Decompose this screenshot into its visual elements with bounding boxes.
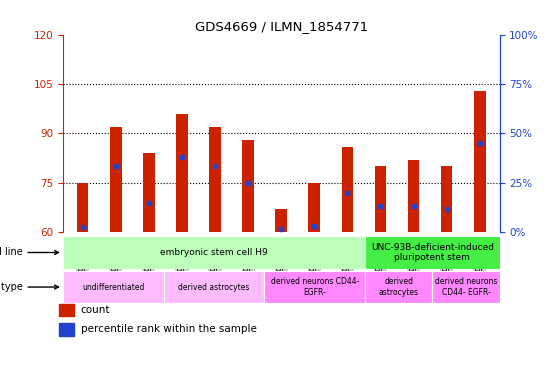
- Bar: [441, 166, 453, 232]
- Bar: [264, 271, 365, 303]
- Text: count: count: [81, 305, 110, 315]
- Bar: [63, 271, 164, 303]
- Text: derived neurons
CD44- EGFR-: derived neurons CD44- EGFR-: [435, 277, 497, 297]
- Text: percentile rank within the sample: percentile rank within the sample: [81, 324, 257, 334]
- Bar: [342, 147, 353, 232]
- Text: derived
astrocytes: derived astrocytes: [379, 277, 419, 297]
- Bar: [375, 166, 386, 232]
- Bar: [59, 304, 74, 316]
- Bar: [176, 114, 188, 232]
- Bar: [275, 209, 287, 232]
- Bar: [474, 91, 485, 232]
- Bar: [63, 236, 365, 269]
- Bar: [164, 271, 264, 303]
- Bar: [59, 323, 74, 336]
- Text: undifferentiated: undifferentiated: [82, 283, 144, 291]
- Bar: [77, 183, 88, 232]
- Bar: [308, 183, 320, 232]
- Text: embryonic stem cell H9: embryonic stem cell H9: [160, 248, 268, 257]
- Text: cell line: cell line: [0, 247, 58, 258]
- Bar: [242, 140, 254, 232]
- Bar: [365, 271, 432, 303]
- Title: GDS4669 / ILMN_1854771: GDS4669 / ILMN_1854771: [194, 20, 368, 33]
- Text: derived astrocytes: derived astrocytes: [179, 283, 250, 291]
- Bar: [110, 127, 122, 232]
- Bar: [365, 236, 500, 269]
- Bar: [408, 160, 419, 232]
- Text: derived neurons CD44-
EGFR-: derived neurons CD44- EGFR-: [271, 277, 359, 297]
- Bar: [209, 127, 221, 232]
- Bar: [143, 153, 155, 232]
- Bar: [432, 271, 500, 303]
- Text: cell type: cell type: [0, 282, 58, 292]
- Text: UNC-93B-deficient-induced
pluripotent stem: UNC-93B-deficient-induced pluripotent st…: [371, 243, 494, 262]
